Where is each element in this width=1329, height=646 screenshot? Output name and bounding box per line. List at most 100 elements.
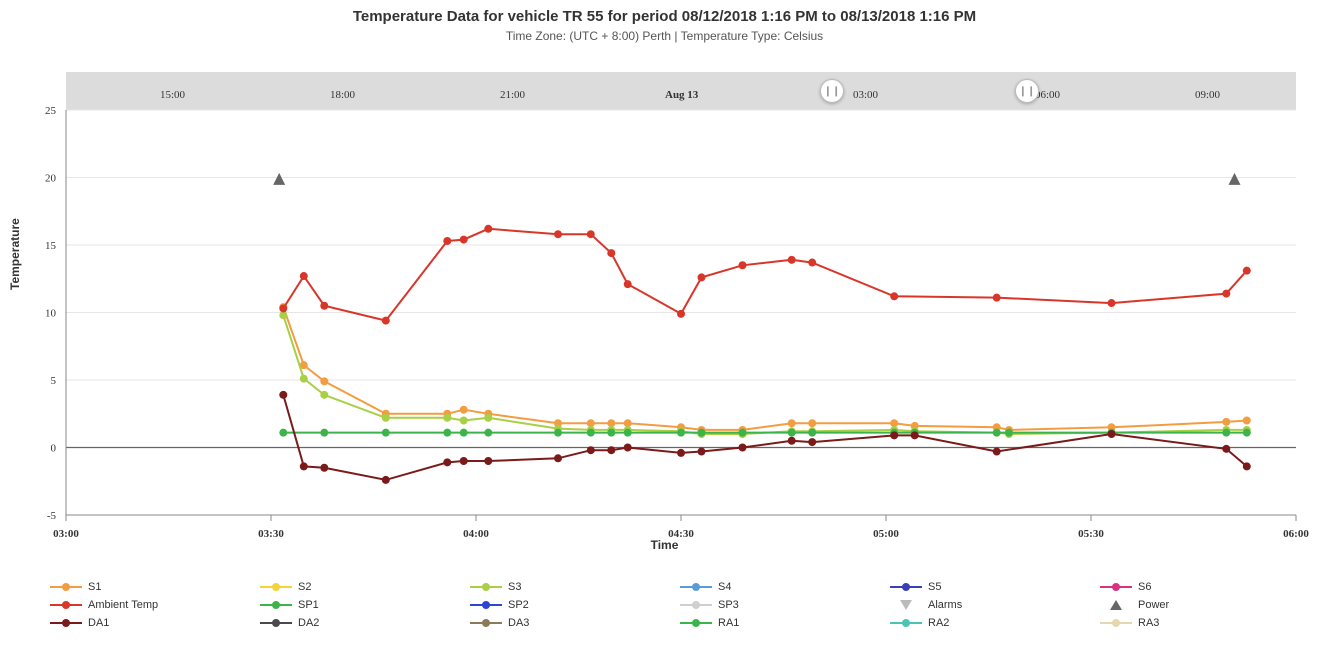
series-point-Ambient Temp[interactable] <box>320 302 328 310</box>
legend-label: S2 <box>298 581 311 593</box>
series-point-SP1[interactable] <box>587 429 595 437</box>
legend-item-Alarms[interactable]: Alarms <box>890 596 1100 614</box>
series-point-Ambient Temp[interactable] <box>788 256 796 264</box>
legend-item-SP3[interactable]: SP3 <box>680 596 890 614</box>
series-point-Ambient Temp[interactable] <box>993 294 1001 302</box>
series-point-S3[interactable] <box>320 391 328 399</box>
navigator-handle-right[interactable]: ❙❙ <box>1015 79 1039 103</box>
series-point-DA1[interactable] <box>484 457 492 465</box>
series-point-Ambient Temp[interactable] <box>300 272 308 280</box>
series-point-Ambient Temp[interactable] <box>624 280 632 288</box>
legend-label: S3 <box>508 581 521 593</box>
y-tick-label: 5 <box>51 375 57 387</box>
series-point-S1[interactable] <box>1222 418 1230 426</box>
series-point-SP1[interactable] <box>1005 429 1013 437</box>
series-point-SP1[interactable] <box>698 429 706 437</box>
series-point-Ambient Temp[interactable] <box>1243 267 1251 275</box>
series-point-DA1[interactable] <box>300 462 308 470</box>
legend-item-Ambient Temp[interactable]: Ambient Temp <box>50 596 260 614</box>
series-point-SP1[interactable] <box>1243 429 1251 437</box>
series-point-DA1[interactable] <box>808 438 816 446</box>
series-point-DA1[interactable] <box>320 464 328 472</box>
series-point-DA1[interactable] <box>788 437 796 445</box>
series-point-DA1[interactable] <box>1222 445 1230 453</box>
series-point-DA1[interactable] <box>739 444 747 452</box>
series-point-SP1[interactable] <box>739 429 747 437</box>
series-point-Ambient Temp[interactable] <box>739 261 747 269</box>
series-point-Ambient Temp[interactable] <box>698 273 706 281</box>
series-point-Ambient Temp[interactable] <box>1108 299 1116 307</box>
series-point-DA1[interactable] <box>624 444 632 452</box>
legend-label: Alarms <box>928 599 962 611</box>
series-point-Ambient Temp[interactable] <box>890 292 898 300</box>
series-point-SP1[interactable] <box>624 429 632 437</box>
series-point-DA1[interactable] <box>911 431 919 439</box>
series-point-Ambient Temp[interactable] <box>484 225 492 233</box>
series-point-DA1[interactable] <box>607 446 615 454</box>
series-point-SP1[interactable] <box>788 429 796 437</box>
series-point-Ambient Temp[interactable] <box>677 310 685 318</box>
navigator-handle-left[interactable]: ❙❙ <box>820 79 844 103</box>
series-point-DA1[interactable] <box>1108 430 1116 438</box>
series-point-S1[interactable] <box>808 419 816 427</box>
series-point-DA1[interactable] <box>698 448 706 456</box>
series-point-SP1[interactable] <box>279 429 287 437</box>
series-point-S3[interactable] <box>460 417 468 425</box>
series-point-SP1[interactable] <box>443 429 451 437</box>
series-point-Ambient Temp[interactable] <box>279 304 287 312</box>
series-point-DA1[interactable] <box>890 431 898 439</box>
legend-item-S3[interactable]: S3 <box>470 578 680 596</box>
series-point-Ambient Temp[interactable] <box>808 259 816 267</box>
legend-item-DA3[interactable]: DA3 <box>470 614 680 632</box>
series-point-S3[interactable] <box>484 414 492 422</box>
legend-item-DA2[interactable]: DA2 <box>260 614 470 632</box>
series-point-SP1[interactable] <box>382 429 390 437</box>
series-point-Ambient Temp[interactable] <box>382 317 390 325</box>
legend-item-S4[interactable]: S4 <box>680 578 890 596</box>
series-point-S3[interactable] <box>443 414 451 422</box>
series-point-SP1[interactable] <box>320 429 328 437</box>
y-tick-label: 25 <box>45 105 57 117</box>
series-point-DA1[interactable] <box>554 454 562 462</box>
legend-label: DA2 <box>298 617 319 629</box>
series-point-SP1[interactable] <box>460 429 468 437</box>
series-point-Ambient Temp[interactable] <box>1222 290 1230 298</box>
series-point-SP1[interactable] <box>993 429 1001 437</box>
series-point-DA1[interactable] <box>382 476 390 484</box>
series-point-DA1[interactable] <box>677 449 685 457</box>
legend-item-DA1[interactable]: DA1 <box>50 614 260 632</box>
series-point-Ambient Temp[interactable] <box>607 249 615 257</box>
series-point-S1[interactable] <box>460 406 468 414</box>
series-point-S3[interactable] <box>300 375 308 383</box>
series-point-DA1[interactable] <box>279 391 287 399</box>
legend-item-S1[interactable]: S1 <box>50 578 260 596</box>
series-point-DA1[interactable] <box>460 457 468 465</box>
series-point-Ambient Temp[interactable] <box>587 230 595 238</box>
legend-item-S2[interactable]: S2 <box>260 578 470 596</box>
legend-item-SP2[interactable]: SP2 <box>470 596 680 614</box>
series-point-SP1[interactable] <box>677 429 685 437</box>
series-point-Ambient Temp[interactable] <box>443 237 451 245</box>
series-point-S1[interactable] <box>788 419 796 427</box>
series-point-DA1[interactable] <box>443 458 451 466</box>
legend-item-RA3[interactable]: RA3 <box>1100 614 1310 632</box>
series-point-Ambient Temp[interactable] <box>460 236 468 244</box>
series-point-Ambient Temp[interactable] <box>554 230 562 238</box>
legend-item-SP1[interactable]: SP1 <box>260 596 470 614</box>
legend-item-Power[interactable]: Power <box>1100 596 1310 614</box>
legend-item-S5[interactable]: S5 <box>890 578 1100 596</box>
legend-item-RA1[interactable]: RA1 <box>680 614 890 632</box>
series-point-SP1[interactable] <box>1222 429 1230 437</box>
series-point-SP1[interactable] <box>554 429 562 437</box>
series-point-SP1[interactable] <box>607 429 615 437</box>
legend-item-S6[interactable]: S6 <box>1100 578 1310 596</box>
series-point-S3[interactable] <box>382 414 390 422</box>
series-point-DA1[interactable] <box>1243 462 1251 470</box>
series-point-DA1[interactable] <box>993 448 1001 456</box>
series-point-SP1[interactable] <box>808 429 816 437</box>
legend-item-RA2[interactable]: RA2 <box>890 614 1100 632</box>
series-point-S1[interactable] <box>320 377 328 385</box>
series-point-SP1[interactable] <box>484 429 492 437</box>
series-point-DA1[interactable] <box>587 446 595 454</box>
series-point-S1[interactable] <box>1243 417 1251 425</box>
